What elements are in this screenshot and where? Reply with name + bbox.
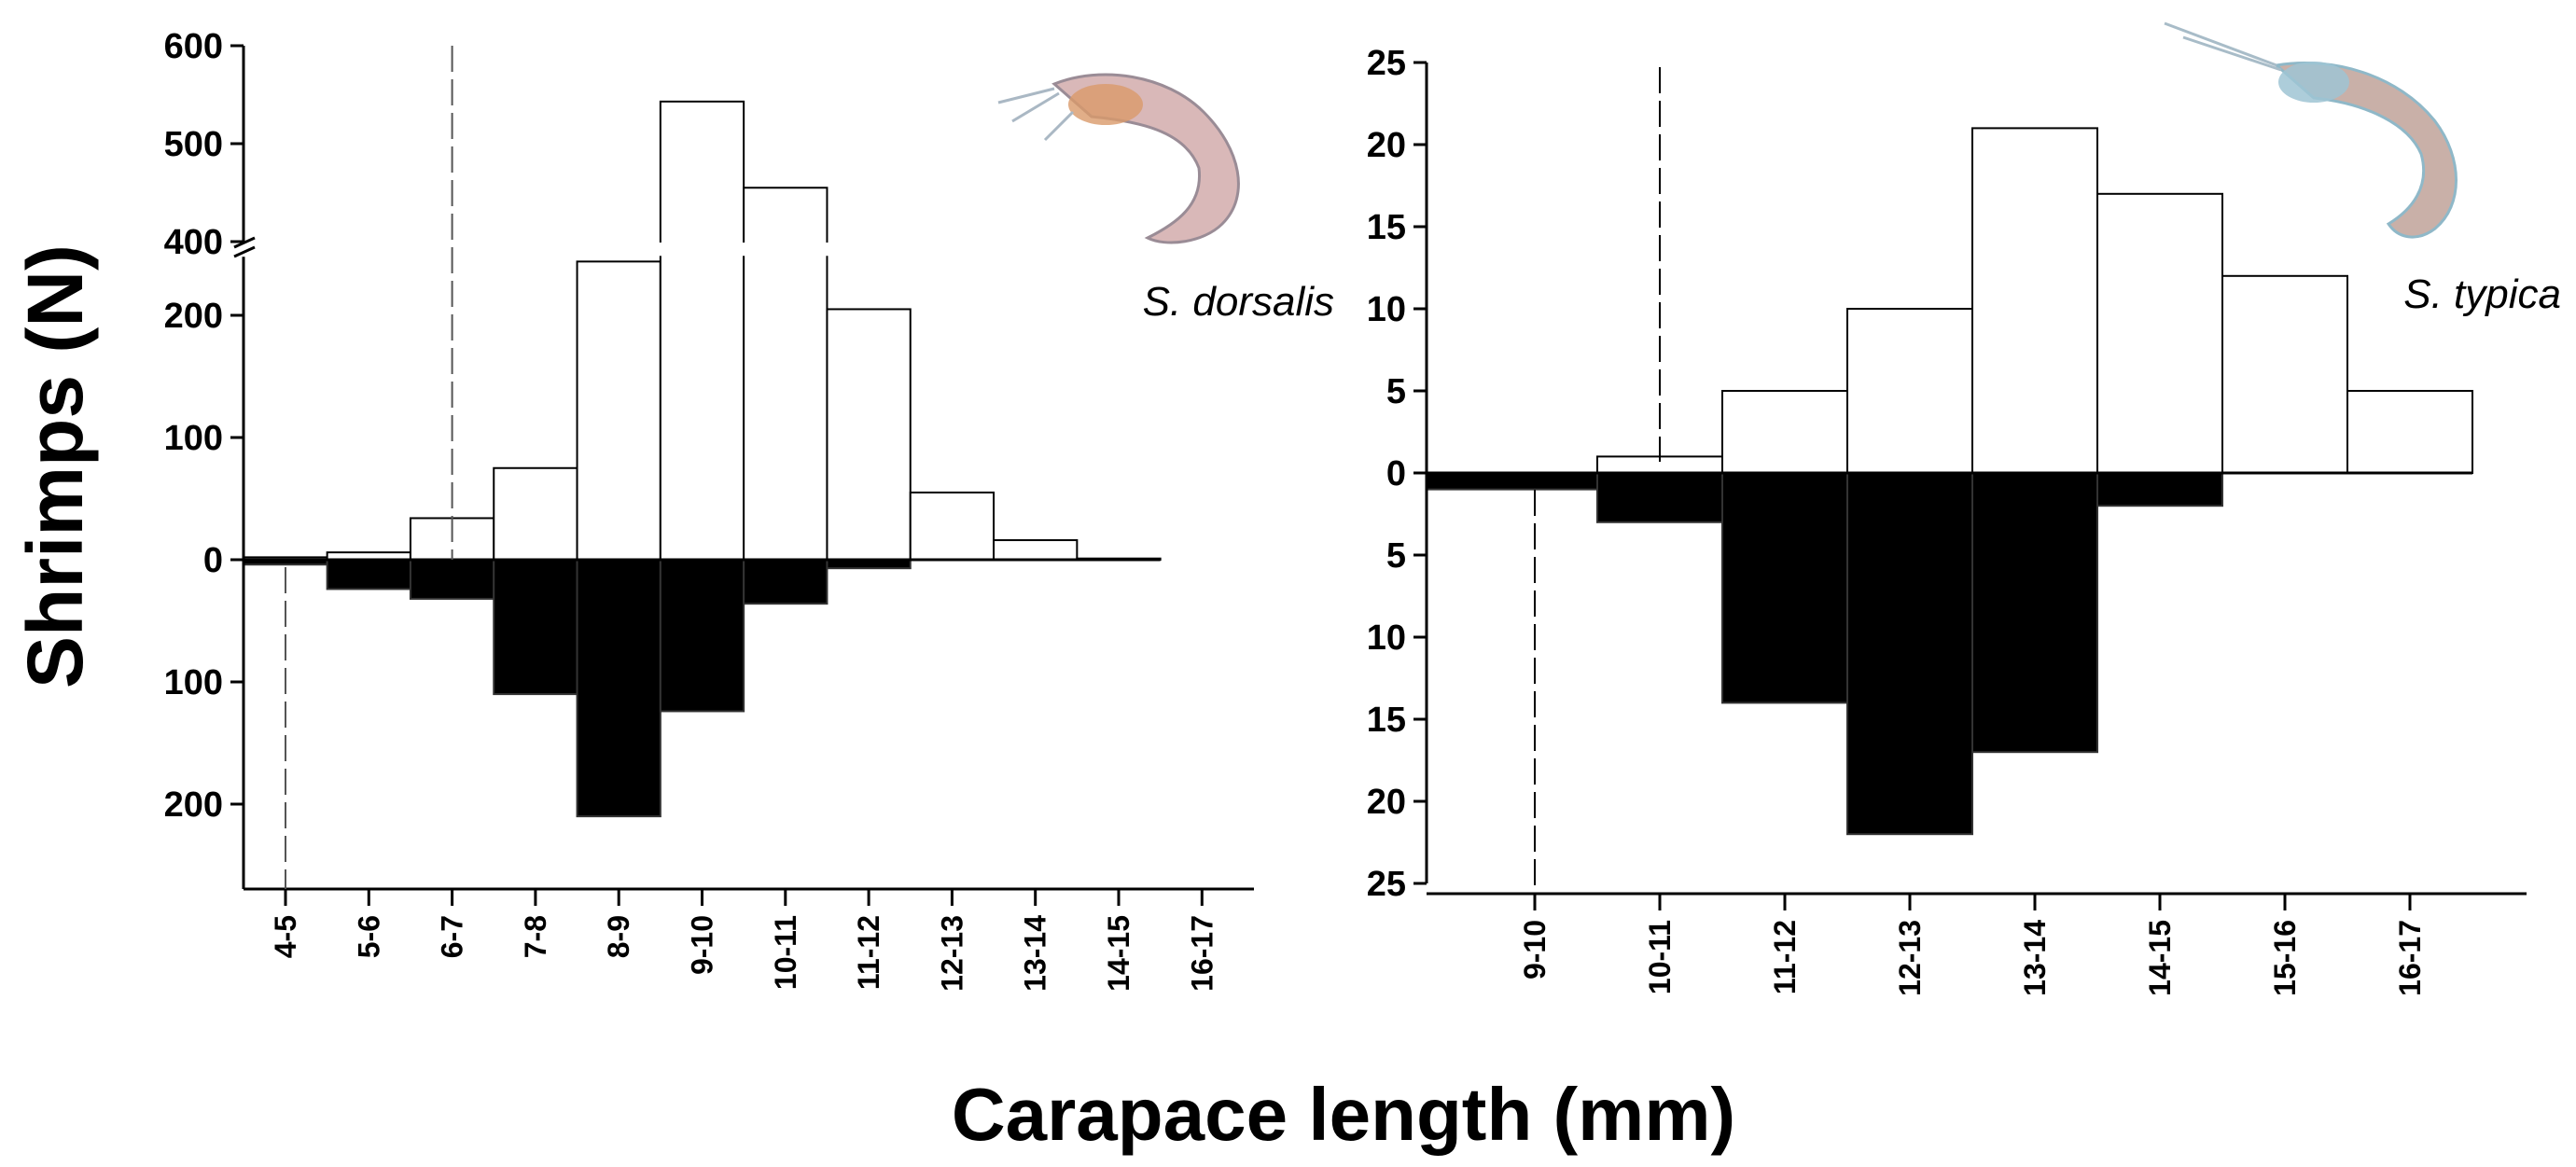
y-tick-label: 500 [164, 125, 223, 164]
y-tick-label: 0 [203, 541, 223, 580]
axis-break-mark [233, 245, 256, 258]
shrimp-head [2278, 62, 2349, 103]
y-tick-label: 20 [1367, 783, 1406, 822]
x-tick-label: 10-11 [769, 915, 802, 990]
bar-lower-11-12 [1721, 472, 1848, 704]
x-tick-label: 4-5 [269, 915, 302, 958]
x-tick-label: 6-7 [436, 915, 469, 958]
x-tick-label: 10-11 [1643, 920, 1677, 994]
bar-upper-8-9 [576, 260, 661, 561]
x-tick-label: 12-13 [1893, 920, 1927, 996]
x-tick-label: 9-10 [1518, 920, 1552, 979]
bar-lower-10-11 [743, 559, 828, 605]
shrimp-antennae [997, 87, 1075, 142]
y-tick-label: 25 [1367, 44, 1406, 83]
shrimp-head [1068, 84, 1143, 125]
species-label: S. typica [2403, 271, 2561, 317]
x-tick-label: 8-9 [602, 915, 635, 958]
shrimp-dorsalis-image [997, 73, 1240, 244]
y-tick-label: 100 [164, 419, 223, 458]
bar-lower-13-14 [1971, 472, 2098, 754]
y-tick-label: 25 [1367, 865, 1406, 904]
shrimp-body [2273, 62, 2458, 239]
y-tick-label: 15 [1367, 208, 1406, 247]
y-tick-label: 10 [1367, 618, 1406, 658]
bar-lower-7-8 [493, 559, 578, 696]
y-tick-label: 100 [164, 663, 223, 702]
x-tick-label: 11-12 [1768, 920, 1802, 994]
bar-upper-15-16 [2221, 274, 2348, 474]
shrimp-typica-image [2164, 21, 2458, 239]
bar-upper-11-12 [826, 308, 912, 561]
x-tick-label: 13-14 [1019, 915, 1052, 992]
shrimp-antennae [2164, 21, 2282, 72]
x-tick-label: 12-13 [935, 915, 968, 992]
species-label: S. dorsalis [1143, 279, 1334, 325]
chart-s-typica: 9-10 10-11 11-12 12-13 13-14 14-15 15-16 16-17 2… [1367, 21, 2561, 996]
x-tick-label: 11-12 [852, 915, 885, 990]
y-tick-label: 20 [1367, 126, 1406, 165]
bar-lower-10-11 [1596, 472, 1723, 523]
bar-lower-12-13 [1846, 472, 1973, 836]
x-tick-label: 14-15 [1102, 915, 1135, 992]
bar-lower-9-10 [659, 559, 745, 713]
bar-upper-7-8 [493, 466, 578, 561]
bar-lower-8-9 [576, 559, 661, 818]
y-tick-label: 400 [164, 223, 223, 262]
axis-break-mark [233, 236, 256, 249]
x-tick-label: 16-17 [2393, 920, 2427, 996]
y-tick-label: 200 [164, 785, 223, 825]
y-tick-label: 200 [164, 297, 223, 336]
bar-lower-9-10 [1426, 472, 1598, 491]
bar-upper-13-14 [993, 539, 1079, 561]
y-tick-label: 5 [1386, 372, 1406, 411]
y-tick-label: 600 [164, 27, 223, 66]
bar-upper-14-15 [2096, 192, 2223, 475]
x-tick-label: 5-6 [352, 915, 385, 958]
x-tick-label: 15-16 [2268, 920, 2302, 996]
y-axis-label: Shrimps (N) [11, 244, 99, 688]
x-tick-label: 9-10 [686, 915, 719, 975]
axis-break-gap [658, 243, 746, 257]
bar-upper-12-13 [909, 491, 996, 562]
bar-lower-6-7 [409, 559, 495, 600]
y-tick-label: 10 [1367, 290, 1406, 329]
bar-upper-9-10 [659, 100, 745, 561]
x-tick-label: 16-17 [1185, 915, 1218, 992]
bar-lower-14-15 [2096, 472, 2223, 507]
y-tick-label: 15 [1367, 701, 1406, 740]
bar-upper-13-14 [1971, 127, 2098, 474]
x-tick-label: 7-8 [519, 915, 552, 958]
y-tick-label: 0 [1386, 454, 1406, 493]
y-tick-label: 5 [1386, 536, 1406, 576]
x-axis-label: Carapace length (mm) [952, 1073, 1735, 1156]
x-tick-label: 13-14 [2018, 920, 2052, 996]
bar-upper-12-13 [1846, 308, 1973, 474]
chart-s-dorsalis: 4-5 5-6 6-7 7-8 8-9 9-10 10-11 11-12 12-13 13-14 1… [164, 27, 1334, 992]
x-tick-label: 14-15 [2143, 920, 2177, 996]
axis-break-gap [742, 243, 829, 257]
bar-upper-11-12 [1721, 390, 1848, 474]
bar-lower-5-6 [326, 559, 411, 590]
bar-upper-16-17 [2346, 390, 2473, 474]
